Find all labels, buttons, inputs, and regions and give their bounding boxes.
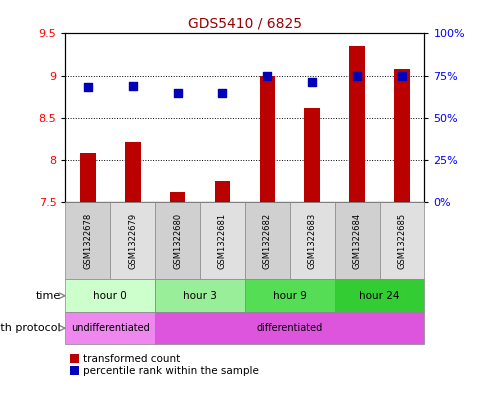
Bar xyxy=(125,141,140,202)
Text: transformed count: transformed count xyxy=(83,354,180,364)
Bar xyxy=(80,153,95,202)
Bar xyxy=(334,279,424,312)
Text: GSM1322682: GSM1322682 xyxy=(262,213,272,269)
Point xyxy=(263,72,271,79)
Bar xyxy=(259,75,274,202)
Bar xyxy=(244,202,289,279)
Text: hour 9: hour 9 xyxy=(272,291,306,301)
Bar xyxy=(70,366,79,375)
Point xyxy=(84,84,91,91)
Bar xyxy=(214,181,230,202)
Text: GSM1322685: GSM1322685 xyxy=(396,213,406,269)
Title: GDS5410 / 6825: GDS5410 / 6825 xyxy=(187,17,302,31)
Bar xyxy=(155,312,423,344)
Bar xyxy=(244,279,334,312)
Text: hour 0: hour 0 xyxy=(93,291,127,301)
Point xyxy=(173,89,181,95)
Point xyxy=(397,72,405,79)
Text: GSM1322683: GSM1322683 xyxy=(307,213,316,269)
Text: hour 3: hour 3 xyxy=(183,291,216,301)
Text: GSM1322680: GSM1322680 xyxy=(173,213,182,269)
Point xyxy=(352,72,360,79)
Bar xyxy=(289,202,334,279)
Text: hour 24: hour 24 xyxy=(359,291,399,301)
Text: GSM1322684: GSM1322684 xyxy=(352,213,361,269)
Text: GSM1322681: GSM1322681 xyxy=(217,213,227,269)
Bar xyxy=(110,202,155,279)
Bar xyxy=(334,202,378,279)
Bar xyxy=(155,202,199,279)
Point xyxy=(308,79,316,86)
Bar xyxy=(155,279,244,312)
Text: GSM1322679: GSM1322679 xyxy=(128,213,137,269)
Bar xyxy=(304,108,319,202)
Bar xyxy=(65,312,155,344)
Point xyxy=(129,83,136,89)
Text: GSM1322678: GSM1322678 xyxy=(83,213,92,269)
Point xyxy=(218,89,226,95)
Text: growth protocol: growth protocol xyxy=(0,323,60,333)
Bar xyxy=(199,202,244,279)
Text: undifferentiated: undifferentiated xyxy=(71,323,150,333)
Bar xyxy=(348,46,364,202)
Text: percentile rank within the sample: percentile rank within the sample xyxy=(83,365,258,376)
Text: differentiated: differentiated xyxy=(256,323,322,333)
Text: time: time xyxy=(35,291,60,301)
Bar xyxy=(65,202,110,279)
Bar xyxy=(65,279,155,312)
Bar xyxy=(393,69,409,202)
Bar xyxy=(378,202,424,279)
Bar xyxy=(70,354,79,363)
Bar xyxy=(169,192,185,202)
